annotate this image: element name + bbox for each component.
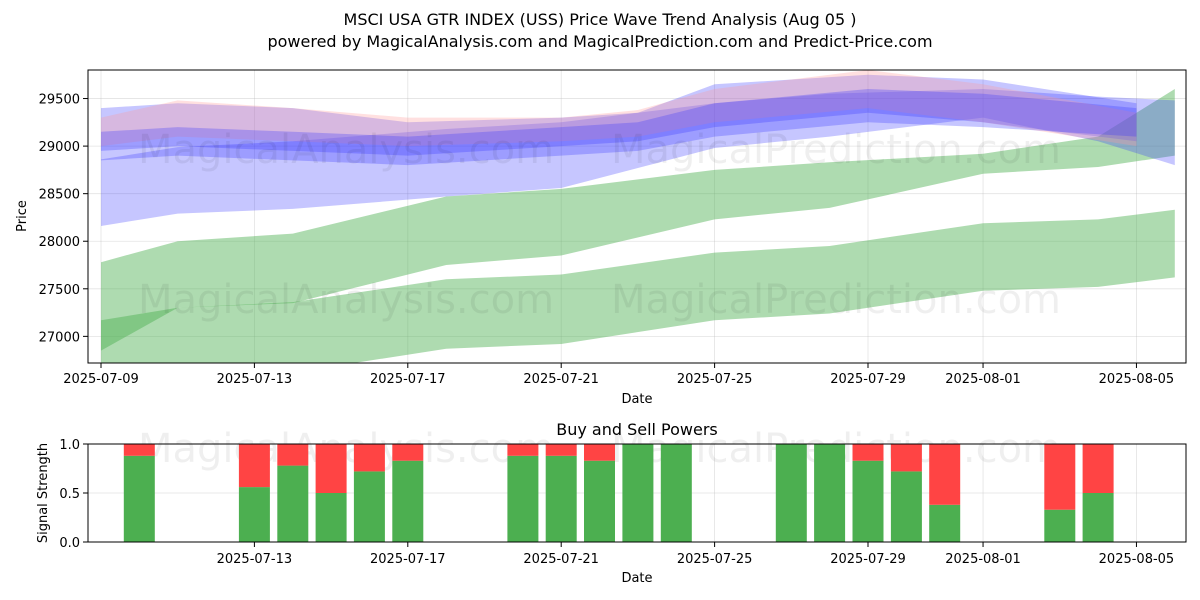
- price-y-axis-label: Price: [15, 200, 30, 232]
- buy-sell-x-tick-label: 2025-08-01: [945, 552, 1021, 567]
- buy-bar: [123, 455, 155, 542]
- buy-bar: [277, 465, 309, 542]
- red-price-band: [101, 70, 1137, 147]
- buy-bar: [852, 460, 884, 542]
- green-price-band: [101, 89, 1175, 351]
- price-plot-frame: [87, 69, 1187, 364]
- price-x-tick-label: 2025-07-09: [63, 372, 139, 387]
- price-bands: [101, 70, 1175, 363]
- sell-bar: [1082, 444, 1114, 493]
- buy-sell-x-tick-label: 2025-07-17: [370, 552, 446, 567]
- blue-price-band: [101, 89, 1137, 166]
- price-y-tick-label: 29000: [39, 140, 80, 155]
- buy-bar: [814, 444, 846, 542]
- watermark-right-upper: MagicalPrediction.com: [611, 127, 1061, 173]
- buy-sell-y-axis-label: Signal Strength: [36, 443, 51, 543]
- sell-bar: [545, 444, 577, 456]
- buy-sell-x-tick-label: 2025-07-21: [523, 552, 599, 567]
- buy-bar: [353, 471, 385, 542]
- price-grid: [88, 70, 1186, 363]
- sell-bar: [277, 444, 309, 466]
- price-x-axis-label: Date: [621, 392, 652, 407]
- sell-bar: [392, 444, 424, 461]
- buy-sell-x-tick-label: 2025-07-25: [677, 552, 753, 567]
- price-y-ticks: 27000 27500 28000 28500 29000 29500: [39, 93, 88, 345]
- sell-bar: [507, 444, 539, 456]
- blue-price-band: [101, 89, 1175, 226]
- price-x-tick-label: 2025-07-21: [523, 372, 599, 387]
- buy-sell-x-axis-label: Date: [621, 571, 652, 586]
- buy-bar: [584, 460, 615, 542]
- buy-sell-y-ticks: 0.0 0.5 1.0: [59, 438, 88, 551]
- watermark-left: MagicalAnalysis.com: [138, 277, 554, 323]
- buy-sell-title: Buy and Sell Powers: [556, 420, 718, 439]
- buy-bar: [1082, 493, 1114, 542]
- buy-bar: [315, 493, 347, 542]
- watermark-left-upper: MagicalAnalysis.com: [138, 127, 554, 173]
- buy-sell-panel: Buy and Sell Powers MagicalAnalysis.com …: [36, 420, 1187, 586]
- watermark-right: MagicalPrediction.com: [611, 277, 1061, 323]
- sell-bar: [852, 444, 884, 461]
- buy-sell-x-tick-label: 2025-07-13: [217, 552, 293, 567]
- price-y-tick-label: 29500: [39, 93, 80, 108]
- price-y-tick-label: 27500: [39, 283, 80, 298]
- sell-bar: [584, 444, 615, 461]
- buy-bar: [890, 471, 922, 542]
- buy-sell-x-tick-label: 2025-08-05: [1099, 552, 1175, 567]
- buy-bar: [507, 455, 539, 542]
- buy-sell-y-tick-label: 0.5: [59, 487, 80, 502]
- buy-bar: [392, 460, 424, 542]
- buy-sell-x-tick-label: 2025-07-29: [830, 552, 906, 567]
- buy-bar: [929, 504, 961, 542]
- chart-title: MSCI USA GTR INDEX (USS) Price Wave Tren…: [344, 10, 857, 29]
- buy-bar: [545, 455, 577, 542]
- chart-subtitle: powered by MagicalAnalysis.com and Magic…: [267, 32, 932, 51]
- price-x-tick-label: 2025-08-05: [1099, 372, 1175, 387]
- price-x-tick-label: 2025-07-17: [370, 372, 446, 387]
- price-wave-panel: MagicalAnalysis.com MagicalPrediction.co…: [15, 69, 1187, 407]
- sell-bar: [123, 444, 155, 456]
- buy-sell-y-tick-label: 1.0: [59, 438, 80, 453]
- price-y-tick-label: 27000: [39, 330, 80, 345]
- sell-bar: [890, 444, 922, 472]
- buy-bar: [775, 444, 807, 542]
- sell-bar: [238, 444, 270, 488]
- buy-bar: [660, 444, 692, 542]
- sell-bar: [929, 444, 961, 505]
- buy-sell-x-ticks: 2025-07-13 2025-07-17 2025-07-21 2025-07-25…: [217, 542, 1175, 567]
- buy-sell-bars: [123, 444, 1114, 542]
- price-plot-background: [88, 70, 1186, 363]
- price-x-tick-label: 2025-07-29: [830, 372, 906, 387]
- price-x-ticks: 2025-07-09 2025-07-13 2025-07-17 2025-07-21…: [63, 363, 1174, 387]
- sell-bar: [1044, 444, 1076, 510]
- price-x-tick-label: 2025-07-25: [677, 372, 753, 387]
- sell-bar: [315, 444, 347, 493]
- price-y-tick-label: 28000: [39, 235, 80, 250]
- buy-sell-y-tick-label: 0.0: [59, 536, 80, 551]
- green-price-band: [101, 209, 1175, 363]
- blue-price-band: [101, 74, 1137, 156]
- price-y-tick-label: 28500: [39, 188, 80, 203]
- buy-bar: [238, 487, 270, 542]
- buy-bar: [1044, 509, 1076, 542]
- price-x-tick-label: 2025-07-13: [217, 372, 293, 387]
- price-x-tick-label: 2025-08-01: [945, 372, 1021, 387]
- sell-bar: [353, 444, 385, 472]
- buy-bar: [622, 444, 654, 542]
